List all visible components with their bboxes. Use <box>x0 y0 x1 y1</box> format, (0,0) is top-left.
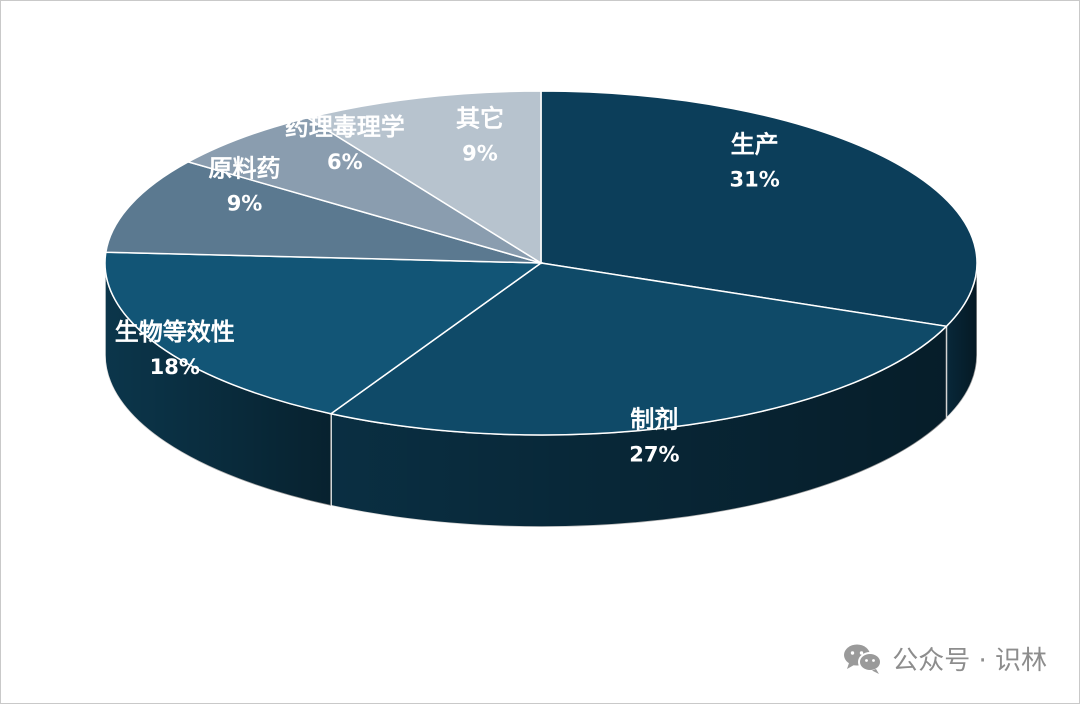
slice-label-5: 其它 <box>456 105 504 133</box>
pie-slices <box>104 90 978 436</box>
watermark-text: 公众号 · 识林 <box>892 646 1047 676</box>
slice-pct-3: 9% <box>227 191 263 215</box>
pie-side-shade-0 <box>946 263 977 419</box>
pie-slice-4 <box>186 116 542 264</box>
slice-pct-2: 18% <box>150 355 200 379</box>
slice-label-2: 生物等效性 <box>115 318 235 346</box>
pie-side-shade-1 <box>330 326 947 527</box>
pie-side-shade-2 <box>105 263 331 506</box>
pie-slice-2 <box>104 251 544 415</box>
slice-pct-0: 31% <box>730 167 780 191</box>
slice-pct-5: 9% <box>462 142 498 166</box>
pie-slice-1 <box>329 262 948 436</box>
watermark: 公众号 · 识林 <box>842 640 1047 677</box>
slice-label-3: 原料药 <box>209 154 281 182</box>
pie-slice-3 <box>104 161 542 264</box>
slice-pct-1: 27% <box>629 443 679 467</box>
slice-label-4: 药理毒理学 <box>285 113 405 141</box>
slice-label-0: 生产 <box>731 130 779 158</box>
slice-label-1: 制剂 <box>630 406 678 434</box>
wechat-icon <box>844 644 883 674</box>
pie-slice-0 <box>540 90 978 328</box>
pie-slice-5 <box>305 90 542 265</box>
pie-labels: 生产 31% 制剂 27% 生物等效性 18% 原料药 9% 药理毒理学 6% 其它 9% <box>115 105 780 467</box>
pie-sides <box>104 262 978 528</box>
slice-pct-4: 6% <box>327 150 363 174</box>
